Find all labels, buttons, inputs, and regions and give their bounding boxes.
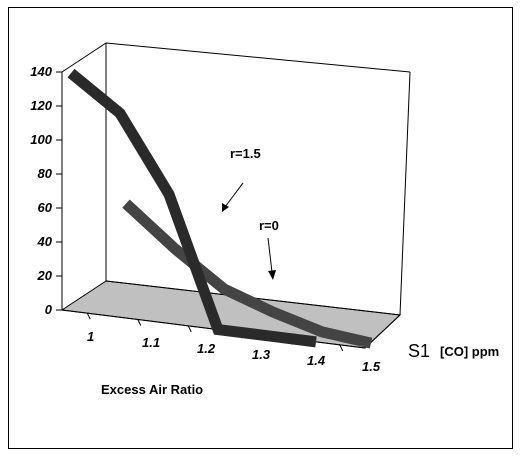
annotation-r0: r=0 bbox=[259, 218, 279, 233]
annotation-r15: r=1.5 bbox=[230, 146, 261, 161]
arrow-r0-head bbox=[268, 270, 276, 280]
chart-frame bbox=[8, 7, 513, 449]
y-tick-label: 60 bbox=[38, 200, 53, 215]
y-tick-label: 140 bbox=[30, 64, 52, 79]
y-ticks: 0 20 40 60 80 100 120 140 bbox=[30, 64, 62, 317]
x-tick-mark bbox=[86, 312, 91, 320]
x-tick-label: 1 bbox=[87, 329, 94, 344]
y-tick-label: 80 bbox=[38, 166, 53, 181]
y-tick-label: 20 bbox=[37, 268, 53, 283]
depth-series-label: S1 bbox=[408, 341, 430, 361]
x-ticks: 1 1.1 1.2 1.3 1.4 1.5 bbox=[86, 312, 381, 374]
depth-axis-title: [CO] ppm bbox=[440, 344, 499, 359]
arrow-r15-head bbox=[222, 203, 229, 212]
series-ribbons bbox=[67, 68, 373, 349]
x-tick-mark bbox=[137, 319, 142, 326]
x-tick-label: 1.4 bbox=[307, 353, 326, 368]
x-tick-mark bbox=[187, 325, 192, 333]
x-tick-mark bbox=[339, 344, 344, 352]
x-tick-label: 1.2 bbox=[197, 341, 216, 356]
back-top-edge bbox=[105, 42, 411, 73]
y-tick-label: 40 bbox=[37, 234, 53, 249]
x-tick-label: 1.1 bbox=[142, 335, 160, 350]
back-top-left-edge bbox=[61, 42, 107, 73]
arrow-r0-line bbox=[267, 237, 273, 273]
series-line-r0 bbox=[122, 199, 373, 349]
x-tick-label: 1.3 bbox=[252, 347, 271, 362]
annotation-arrows bbox=[222, 182, 276, 280]
arrow-r15-line bbox=[224, 182, 244, 208]
y-tick-label: 100 bbox=[30, 132, 52, 147]
y-tick-label: 120 bbox=[30, 98, 52, 113]
back-right-edge bbox=[399, 71, 411, 316]
y-tick-label: 0 bbox=[45, 302, 53, 317]
x-axis-title: Excess Air Ratio bbox=[101, 382, 203, 397]
series-line-r15 bbox=[67, 68, 317, 348]
x-tick-label: 1.5 bbox=[362, 359, 381, 374]
